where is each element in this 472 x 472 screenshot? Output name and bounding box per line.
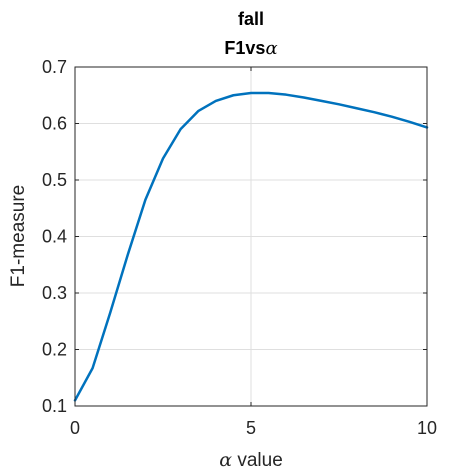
chart-title: fall	[238, 9, 264, 29]
y-axis-label: F1-measure	[8, 185, 29, 287]
x-tick-label: 5	[246, 418, 256, 438]
tick-labels: 0.1 0.2 0.3 0.4 0.5 0.6 0.7 0 5 10	[42, 57, 437, 438]
y-tick-label: 0.7	[42, 57, 67, 77]
y-tick-label: 0.4	[42, 227, 67, 247]
x-axis-label-symbol: α	[219, 449, 232, 471]
series-line	[73, 91, 429, 402]
series-group	[73, 91, 429, 402]
y-tick-label: 0.5	[42, 170, 67, 190]
ticks	[74, 66, 428, 407]
x-axis-label: α value	[219, 449, 283, 471]
y-tick-label: 0.1	[42, 396, 67, 416]
chart-subtitle-symbol: α	[265, 38, 277, 59]
chart-subtitle: F1vsα	[224, 38, 277, 59]
x-axis-label-text: value	[232, 450, 283, 471]
x-tick-label: 0	[70, 418, 80, 438]
y-tick-label: 0.3	[42, 283, 67, 303]
chart-subtitle-prefix: F1vs	[224, 38, 265, 58]
x-tick-label: 10	[417, 418, 437, 438]
y-tick-label: 0.6	[42, 114, 67, 134]
y-tick-label: 0.2	[42, 340, 67, 360]
